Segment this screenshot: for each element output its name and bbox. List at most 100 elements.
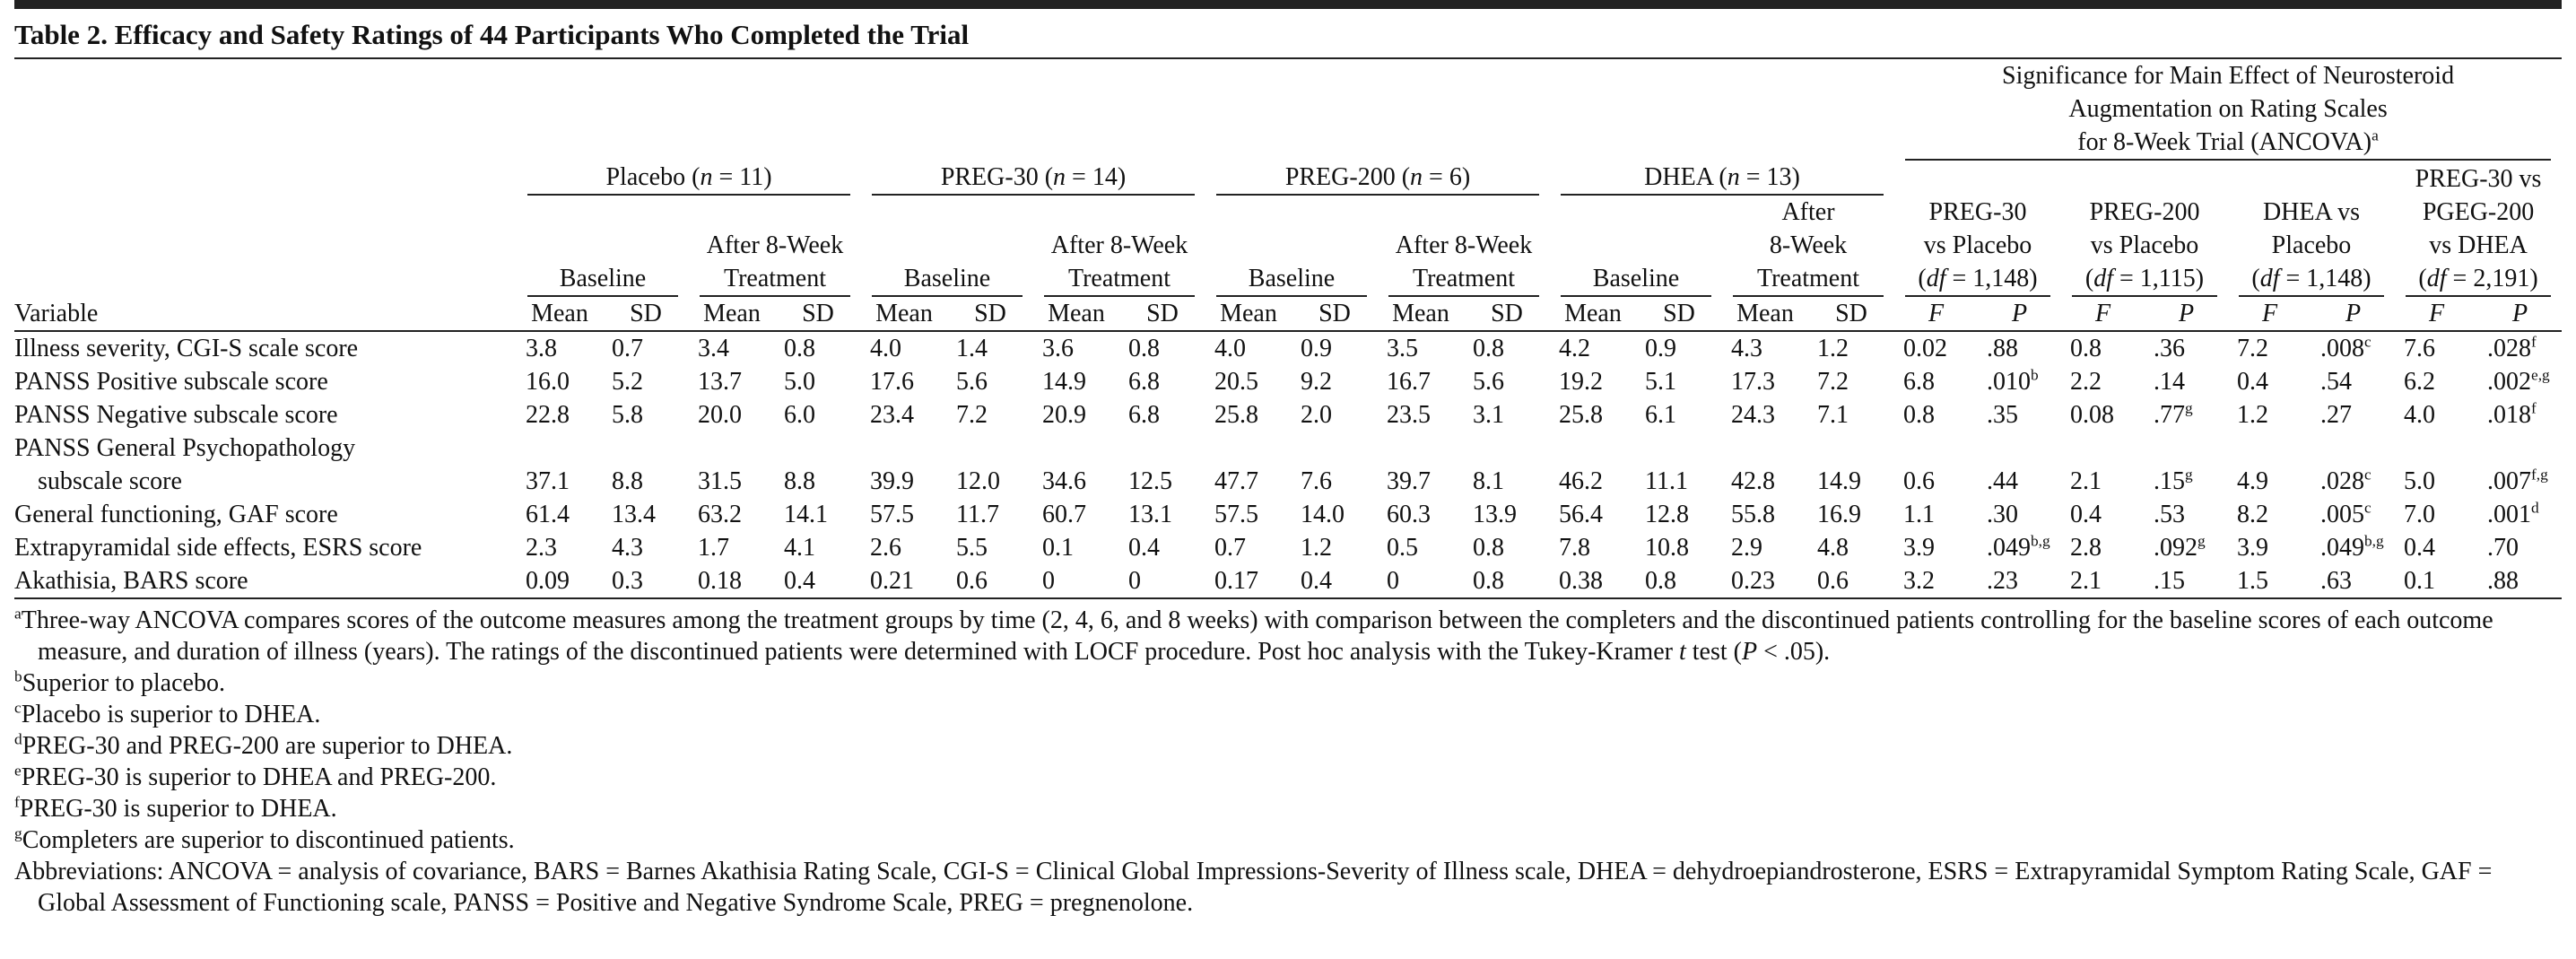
value-cell: 14.9 [1033, 365, 1119, 398]
value: 42.8 [1731, 467, 1775, 495]
value-cell: 7.2 [1808, 365, 1894, 398]
data-row: Illness severity, CGI-S scale score 3.8 0.… [14, 331, 2562, 365]
value-cell: 17.6 [861, 365, 947, 398]
column-header: P [2145, 297, 2228, 332]
italic-symbol: F [2428, 300, 2445, 327]
value-cell: 5.0 [2395, 432, 2478, 498]
value-cell: 3.4 [689, 331, 775, 365]
value: .44 [1987, 467, 2018, 495]
footnote-mark: g [2197, 532, 2206, 550]
value-cell: .092g [2145, 531, 2228, 564]
value: 5.5 [956, 534, 988, 562]
italic-symbol: n [1410, 163, 1423, 191]
value-cell: .018f [2478, 398, 2562, 432]
value-cell: 0.23 [1722, 564, 1808, 599]
value-cell: 11.7 [947, 498, 1033, 531]
value-cell: 0.8 [775, 331, 861, 365]
value-cell: .88 [2478, 564, 2563, 599]
column-header: F [1894, 297, 1978, 332]
value-cell: 1.2 [1808, 331, 1894, 365]
value: 37.1 [526, 467, 570, 495]
header-line: After 8-Week [1050, 231, 1188, 259]
footnote-mark: c [2364, 499, 2371, 517]
data-row: Akathisia, BARS score 0.09 0.3 0.18 0.4 0.21 0… [14, 564, 2563, 599]
value: 3.5 [1387, 335, 1418, 362]
value: 4.0 [870, 335, 901, 362]
comparison-header: DHEA vs Placebo (df = 1,148) [2228, 161, 2395, 297]
variable-label: General functioning, GAF score [14, 501, 338, 528]
value: 2.3 [526, 534, 557, 562]
value: .049 [1987, 534, 2031, 562]
footnote-text: PREG-30 and PREG-200 are superior to DHE… [22, 732, 513, 760]
italic-symbol: t [1678, 638, 1686, 666]
value-cell: 0.8 [1894, 398, 1978, 432]
value-cell: 4.0 [1205, 331, 1292, 365]
header-line: Treatment [1756, 265, 1860, 292]
value-cell: 6.8 [1119, 365, 1205, 398]
value-cell: .049b,g [1978, 531, 2061, 564]
header-row: Placebo (n = 11) PREG-30 (n = 14) PREG-200… [14, 161, 2562, 297]
italic-symbol: P [1741, 638, 1758, 666]
value: 12.0 [956, 467, 1000, 495]
value: 0.8 [1128, 335, 1160, 362]
value: 0.17 [1214, 567, 1258, 595]
value: 31.5 [698, 467, 742, 495]
value: 8.8 [612, 467, 643, 495]
comparison-header: PREG-30 vs PGEG-200 vs DHEA (df = 2,191) [2395, 161, 2562, 297]
group-header: Placebo (n = 11) [517, 161, 861, 196]
value: 63.2 [698, 501, 742, 528]
value: 56.4 [1559, 501, 1603, 528]
value: 57.5 [870, 501, 914, 528]
value: .092 [2154, 534, 2197, 562]
value: 57.5 [1214, 501, 1258, 528]
value: .36 [2154, 335, 2185, 362]
value-cell: 42.8 [1722, 432, 1808, 498]
value-cell: .30 [1978, 498, 2061, 531]
footnotes: aThree-way ANCOVA compares scores of the… [14, 599, 2562, 919]
value: 7.8 [1559, 534, 1590, 562]
value: 6.8 [1128, 368, 1160, 396]
value-cell: 7.2 [2228, 331, 2311, 365]
variable-cell: Akathisia, BARS score [14, 564, 517, 599]
value-cell: 46.2 [1550, 432, 1636, 498]
value: 47.7 [1214, 467, 1258, 495]
value-cell: .63 [2311, 564, 2395, 599]
column-header: Mean [1550, 297, 1636, 332]
header-line: Baseline [903, 265, 991, 292]
value-cell: 3.9 [2228, 531, 2311, 564]
value-cell: 12.0 [947, 432, 1033, 498]
value-cell: 20.5 [1205, 365, 1292, 398]
value: 23.5 [1387, 401, 1431, 429]
blank-cell [14, 59, 517, 297]
value: 1.2 [1817, 335, 1849, 362]
value: 0.38 [1559, 567, 1603, 595]
value: 24.3 [1731, 401, 1775, 429]
footnote-mark: b,g [2031, 532, 2050, 550]
value-cell: 5.6 [1464, 365, 1550, 398]
value-cell: 0.6 [1894, 432, 1978, 498]
value-cell: 11.1 [1636, 432, 1722, 498]
comparison-label: PREG-200 vs Placebo (df = 1,115) [2072, 196, 2217, 297]
value-cell: 0.6 [947, 564, 1033, 599]
value: 2.1 [2070, 567, 2102, 595]
comparison-label: DHEA vs Placebo (df = 1,148) [2239, 196, 2384, 297]
value: 16.0 [526, 368, 570, 396]
table-title: Table 2. Efficacy and Safety Ratings of … [14, 9, 2562, 59]
value-cell: .001d [2478, 498, 2562, 531]
value-cell: 16.9 [1808, 498, 1894, 531]
value: 4.2 [1559, 335, 1590, 362]
footnote-mark: c [2364, 333, 2371, 351]
value-cell: 0.4 [1292, 564, 1378, 599]
footnote: gCompleters are superior to discontinued… [14, 824, 2562, 856]
footnote-mark: a [14, 605, 22, 623]
value: 3.2 [1903, 567, 1935, 595]
group-label: PREG-30 (n = 14) [872, 161, 1195, 196]
value-cell: 2.1 [2061, 432, 2145, 498]
column-header: P [1978, 297, 2061, 332]
italic-symbol: F [1928, 300, 1945, 327]
value-cell: 25.8 [1205, 398, 1292, 432]
value-cell: .70 [2478, 531, 2562, 564]
footnote-mark: g [2185, 399, 2193, 417]
value: 22.8 [526, 401, 570, 429]
value: .028 [2487, 335, 2531, 362]
